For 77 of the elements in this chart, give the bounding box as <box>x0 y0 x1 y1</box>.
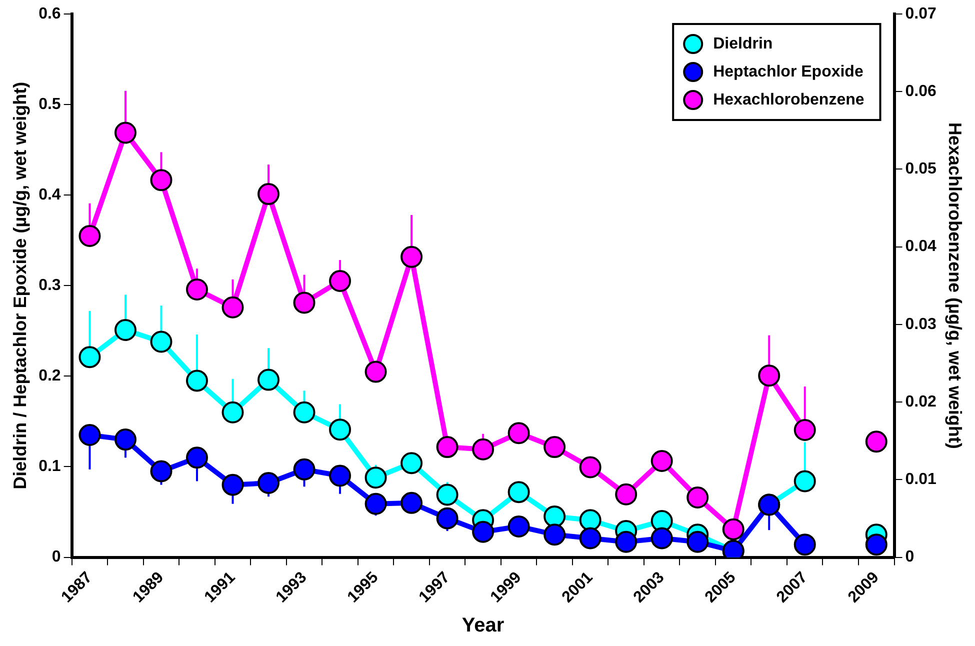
point <box>293 292 316 314</box>
point <box>472 520 494 543</box>
point <box>436 484 458 506</box>
legend-label: Dieldrin <box>713 35 773 52</box>
point <box>293 401 316 424</box>
point <box>329 464 352 487</box>
y2-tick-label: 0.07 <box>905 5 936 22</box>
point <box>722 518 744 540</box>
y-tick-label: 0.1 <box>38 458 61 476</box>
point <box>508 481 530 504</box>
point <box>258 183 280 206</box>
point <box>186 370 208 392</box>
point <box>650 450 673 472</box>
point <box>222 401 244 424</box>
y2-tick-label: 0.04 <box>905 238 936 256</box>
point <box>186 278 208 301</box>
point <box>114 428 136 451</box>
point <box>544 436 566 458</box>
point <box>114 122 136 144</box>
y-axis-title: Dieldrin / Heptachlor Epoxide (µg/g, wet weight) <box>10 82 30 490</box>
y-tick-label: 0.5 <box>38 96 61 113</box>
point <box>258 472 280 494</box>
point <box>222 474 244 496</box>
point <box>794 418 816 441</box>
y-tick-label: 0.3 <box>38 277 61 294</box>
point <box>615 483 638 506</box>
point <box>865 430 888 453</box>
point <box>579 456 602 478</box>
y2-tick-label: 0.03 <box>905 316 936 333</box>
point <box>758 364 780 387</box>
x-axis-title: Year <box>462 614 504 637</box>
point <box>794 470 816 492</box>
point <box>865 534 888 556</box>
y-tick-label: 0.6 <box>38 5 61 22</box>
point <box>400 246 423 268</box>
y2-tick-label: 0 <box>905 548 914 566</box>
point <box>293 458 316 480</box>
point <box>436 436 458 458</box>
point <box>615 530 638 553</box>
point <box>579 527 602 550</box>
point <box>364 492 387 515</box>
point <box>186 446 208 469</box>
point <box>508 422 530 444</box>
point <box>794 534 816 556</box>
point <box>364 466 387 489</box>
y2-tick-label: 0.05 <box>905 160 936 178</box>
point <box>472 438 494 460</box>
legend-label: Hexachlorobenzene <box>713 91 864 108</box>
point <box>150 330 172 353</box>
point <box>364 360 387 383</box>
point <box>544 524 566 546</box>
point <box>686 486 709 508</box>
y2-tick-label: 0.02 <box>905 393 936 410</box>
point <box>78 224 101 247</box>
point <box>114 318 136 341</box>
point <box>508 515 530 538</box>
point <box>329 418 352 441</box>
point <box>222 296 244 318</box>
point <box>400 492 423 514</box>
y2-tick-label: 0.01 <box>905 471 936 488</box>
legend-label: Heptachlor Epoxide <box>713 63 864 80</box>
point <box>436 507 458 530</box>
point <box>650 527 673 550</box>
point <box>400 452 423 474</box>
point <box>78 424 101 446</box>
y-tick-label: 0.2 <box>38 368 61 385</box>
y2-axis-title: Hexachlorobenzene (µg/g, wet weight) <box>945 122 966 449</box>
point <box>78 346 101 368</box>
y-tick-label: 0.4 <box>38 186 61 204</box>
point <box>686 530 709 553</box>
point <box>150 169 172 192</box>
point <box>329 270 352 292</box>
y2-tick-label: 0.06 <box>905 83 936 100</box>
point <box>150 460 172 482</box>
point <box>258 368 280 391</box>
point <box>579 509 602 532</box>
y-tick-label: 0 <box>52 548 61 566</box>
